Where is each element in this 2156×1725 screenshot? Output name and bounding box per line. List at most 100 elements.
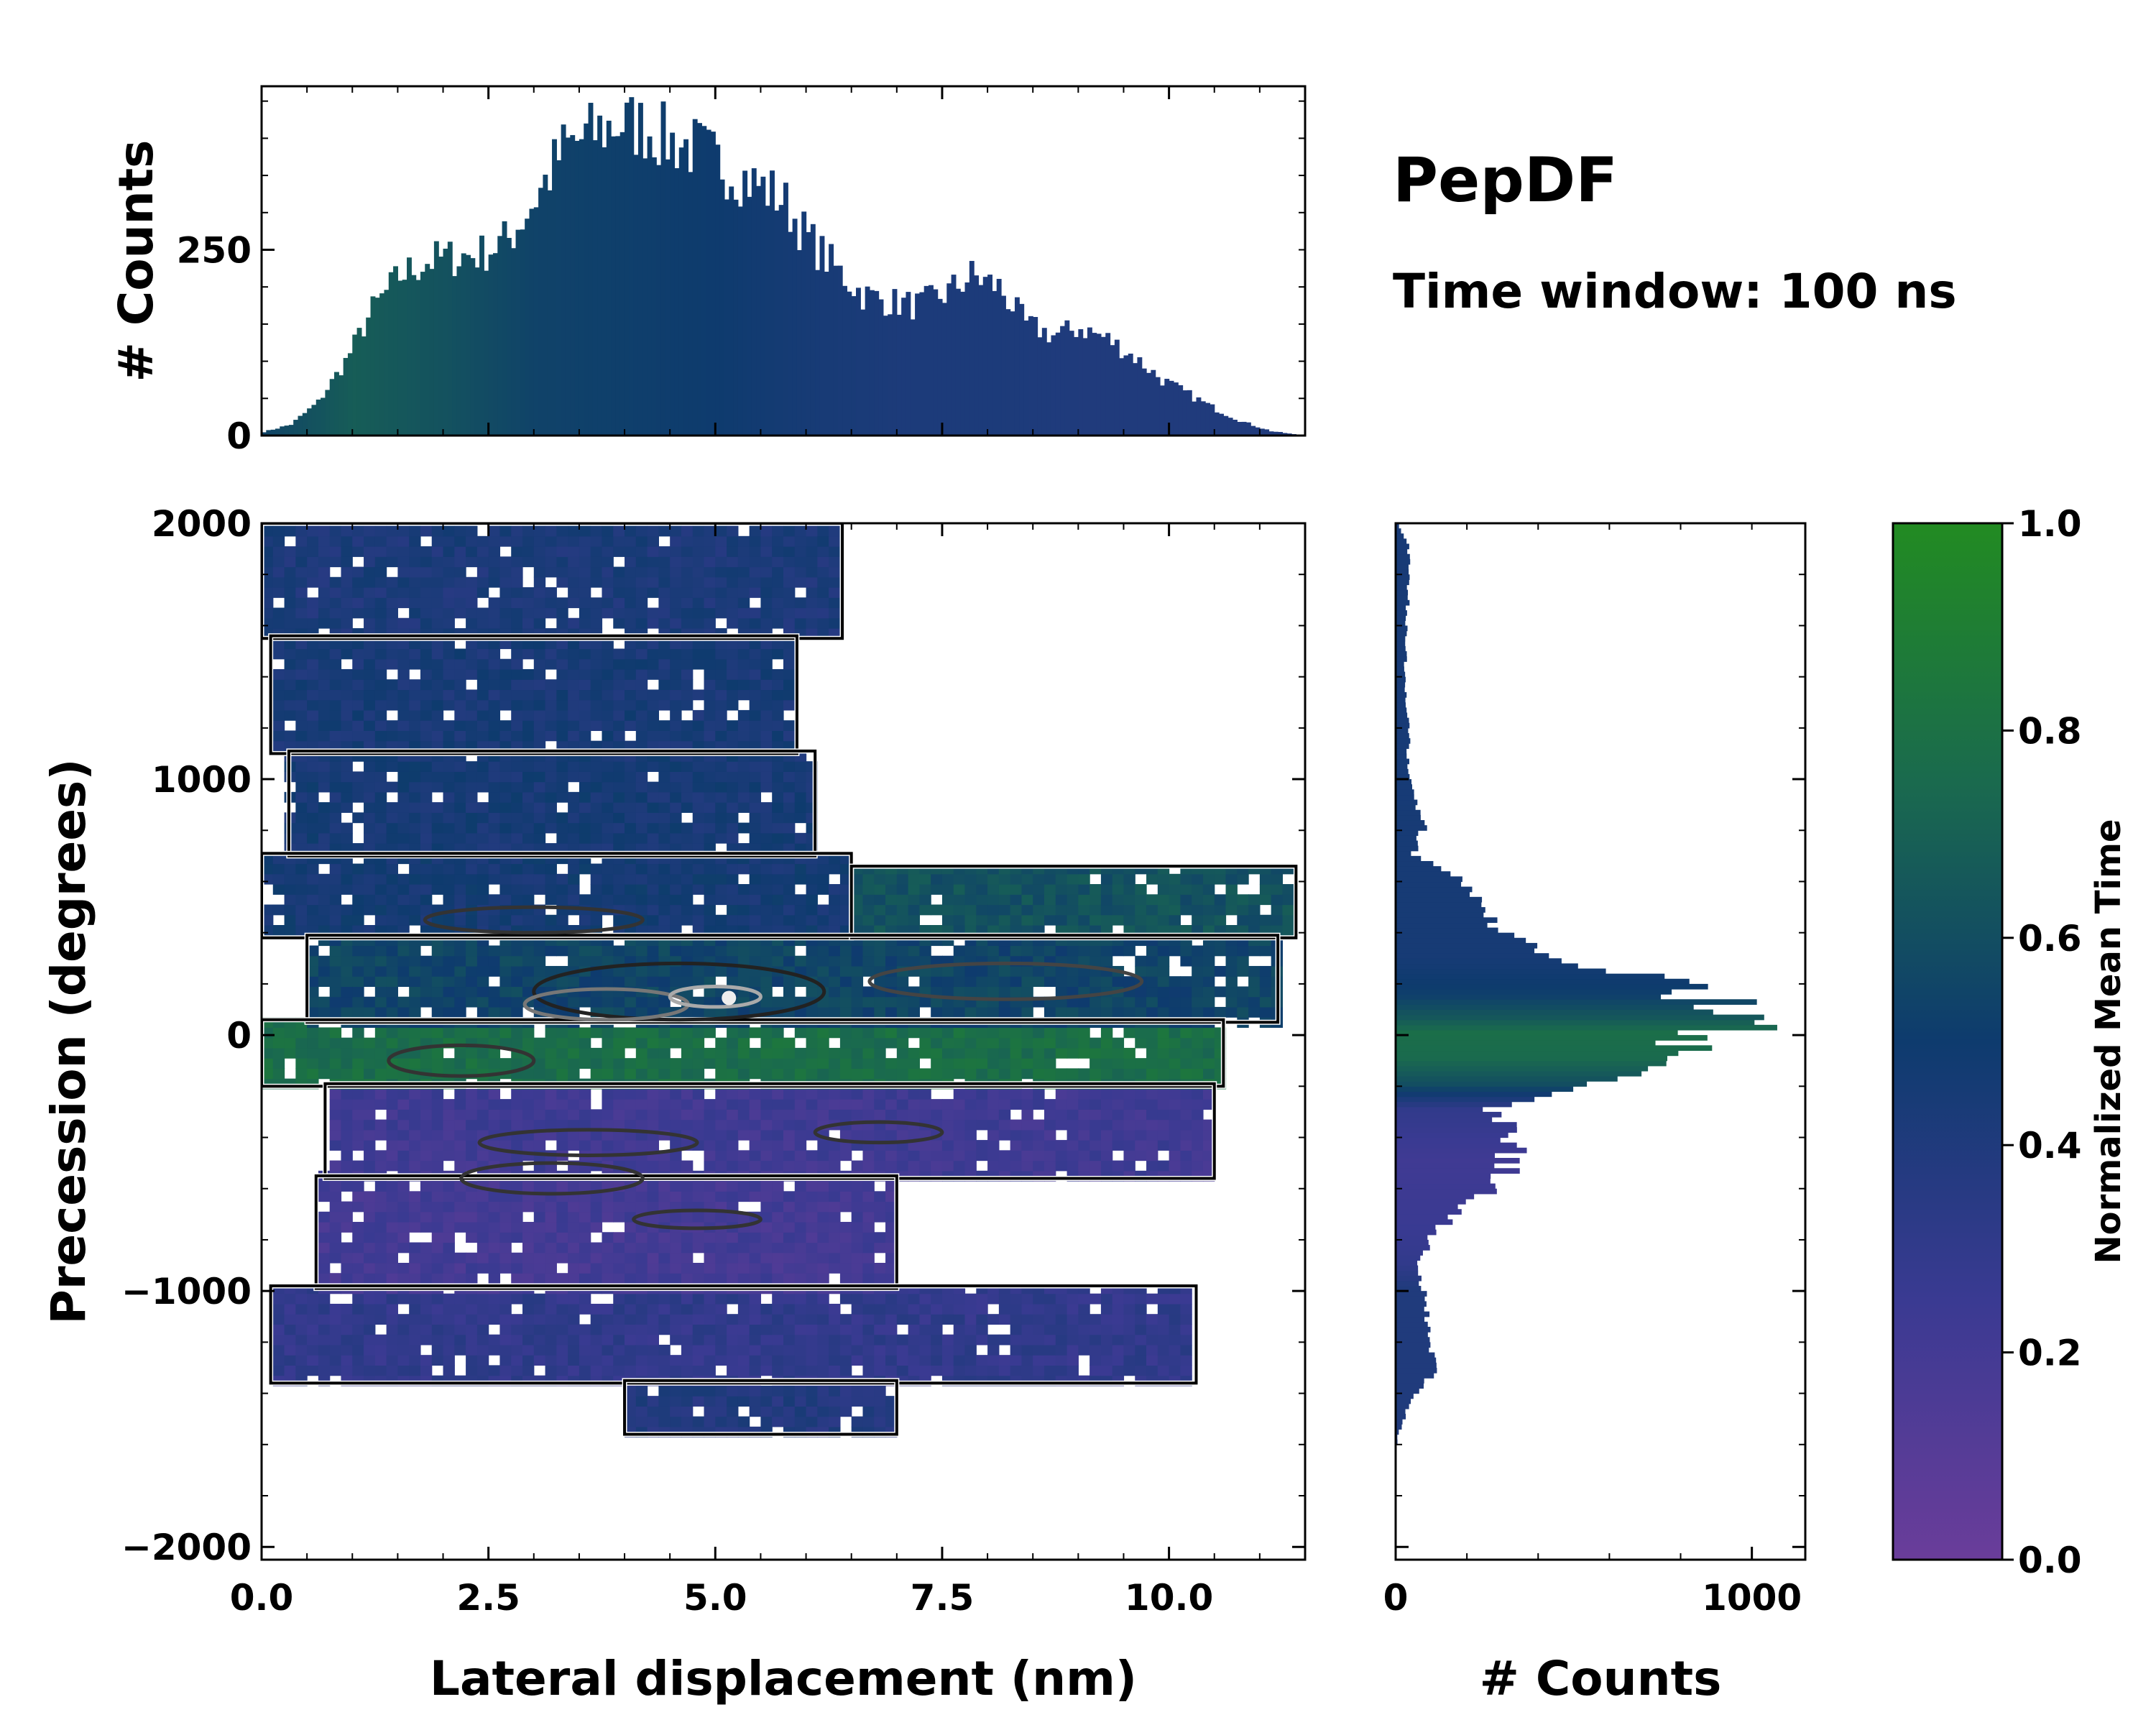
heatmap-cell <box>727 730 739 742</box>
heatmap-cell <box>1021 1037 1033 1049</box>
heatmap-cell <box>590 556 603 568</box>
heatmap-cell <box>783 781 796 793</box>
heatmap-cell <box>613 791 625 803</box>
heatmap-cell <box>522 986 535 998</box>
top-histogram-bar <box>474 267 480 436</box>
top-histogram-bar <box>529 208 535 436</box>
heatmap-cell <box>590 812 603 824</box>
heatmap-cell <box>715 1293 727 1305</box>
heatmap-cell <box>885 1160 898 1172</box>
heatmap-cell <box>817 1344 829 1356</box>
heatmap-cell <box>658 1273 671 1284</box>
heatmap-cell <box>568 761 580 772</box>
heatmap-cell <box>341 1099 353 1110</box>
heatmap-cell <box>851 1109 864 1121</box>
heatmap-cell <box>681 873 694 885</box>
heatmap-cell <box>352 1109 364 1121</box>
heatmap-cell <box>341 986 353 998</box>
heatmap-cell <box>783 1385 796 1397</box>
top-histogram-bar <box>792 218 798 436</box>
heatmap-cell <box>374 658 387 670</box>
heatmap-cell <box>409 1027 421 1039</box>
heatmap-cell <box>806 863 818 875</box>
heatmap-cell <box>579 1181 591 1192</box>
heatmap-cell <box>454 1109 466 1121</box>
heatmap-cell <box>590 576 603 588</box>
heatmap-cell <box>839 1262 852 1274</box>
heatmap-cell <box>409 761 421 772</box>
heatmap-cell <box>454 802 466 813</box>
heatmap-cell <box>568 996 580 1008</box>
heatmap-cell <box>443 556 455 568</box>
heatmap-cell <box>590 781 603 793</box>
heatmap-cell <box>817 1385 829 1397</box>
heatmap-cell <box>409 771 421 783</box>
top-histogram-bar <box>497 236 503 436</box>
heatmap-cell <box>364 1262 376 1274</box>
heatmap-cell <box>295 1068 308 1080</box>
heatmap-cell <box>556 699 568 711</box>
heatmap-cell <box>727 1119 739 1131</box>
heatmap-cell <box>998 1006 1011 1018</box>
heatmap-cell <box>568 1273 580 1284</box>
heatmap-cell <box>1033 1303 1045 1315</box>
heatmap-cell <box>420 1181 433 1192</box>
heatmap-cell <box>635 1058 648 1069</box>
heatmap-cell <box>454 965 466 977</box>
heatmap-cell <box>307 965 319 977</box>
heatmap-cell <box>749 1293 762 1305</box>
heatmap-cell <box>885 1324 898 1335</box>
heatmap-cell <box>635 781 648 793</box>
heatmap-cell <box>556 658 568 670</box>
heatmap-cell <box>658 812 671 824</box>
heatmap-cell <box>704 781 716 793</box>
heatmap-cell <box>817 945 829 957</box>
heatmap-cell <box>772 873 784 885</box>
heatmap-cell <box>862 1150 875 1162</box>
heatmap-cell <box>772 1344 784 1356</box>
heatmap-cell <box>908 1058 920 1069</box>
top-histogram-bar <box>683 139 689 436</box>
heatmap-cell <box>522 812 535 824</box>
heatmap-cell <box>522 781 535 793</box>
heatmap-cell <box>806 1047 818 1059</box>
heatmap-cell <box>931 1099 943 1110</box>
heatmap-cell <box>613 1211 625 1223</box>
heatmap-cell <box>590 771 603 783</box>
heatmap-cell <box>760 1129 773 1141</box>
heatmap-cell <box>284 546 296 557</box>
heatmap-cell <box>953 1047 966 1059</box>
heatmap-cell <box>658 1027 671 1039</box>
heatmap-cell <box>568 1324 580 1335</box>
heatmap-cell <box>715 781 727 793</box>
heatmap-cell <box>533 781 546 793</box>
heatmap-cell <box>318 617 331 629</box>
heatmap-cell <box>420 781 433 793</box>
heatmap-cell <box>443 1324 455 1335</box>
heatmap-cell <box>829 607 841 619</box>
heatmap-cell <box>397 1324 410 1335</box>
heatmap-cell <box>737 1344 750 1356</box>
heatmap-cell <box>374 1262 387 1274</box>
heatmap-cell <box>556 1344 568 1356</box>
heatmap-cell <box>307 884 319 895</box>
heatmap-cell <box>499 1262 512 1274</box>
heatmap-cell <box>760 566 773 578</box>
heatmap-cell <box>783 986 796 998</box>
heatmap-cell <box>579 709 591 721</box>
heatmap-cell <box>386 576 398 588</box>
heatmap-cell <box>374 761 387 772</box>
heatmap-cell <box>681 525 694 537</box>
heatmap-cell <box>511 689 523 701</box>
heatmap-cell <box>783 1252 796 1264</box>
heatmap-cell <box>522 1355 535 1366</box>
heatmap-cell <box>420 720 433 731</box>
heatmap-cell <box>727 1150 739 1162</box>
heatmap-cell <box>443 965 455 977</box>
heatmap-cell <box>443 576 455 588</box>
heatmap-cell <box>625 607 637 619</box>
heatmap-cell <box>545 1355 557 1366</box>
heatmap-cell <box>476 1293 489 1305</box>
heatmap-cell <box>829 1232 841 1243</box>
